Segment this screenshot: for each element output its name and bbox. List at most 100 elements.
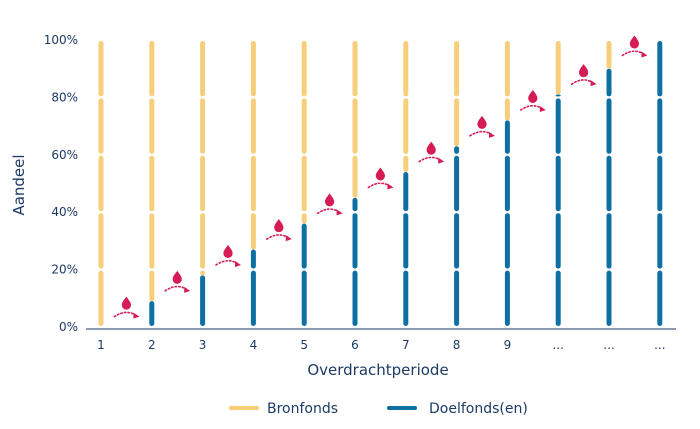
x-axis-ticks: 1 2 3 4 5 6 7 8 9......... <box>97 338 665 352</box>
bar-group <box>98 41 104 326</box>
y-axis-ticks: 0% 20% 40% 60% 80% 100% <box>44 33 78 334</box>
dotted-arc <box>113 311 138 318</box>
bar-segment-doelfonds <box>454 270 460 326</box>
dotted-arc <box>519 104 544 111</box>
bar-segment-bronfonds <box>504 41 510 97</box>
x-tick-label: 5 <box>300 338 308 352</box>
bar-segment-bronfonds <box>504 98 510 121</box>
bar-group <box>200 41 206 326</box>
bar-segment-bronfonds <box>98 270 104 326</box>
bar-group <box>657 41 663 326</box>
bar-segment-doelfonds <box>606 213 612 269</box>
bar-segment-doelfonds <box>657 41 663 97</box>
droplet-arrow-icon <box>215 244 241 267</box>
arrow-head-icon <box>438 157 445 164</box>
droplet-icon <box>223 244 233 258</box>
droplet-icon <box>375 167 385 181</box>
dotted-arc <box>570 79 595 85</box>
bar-segment-bronfonds <box>301 213 307 224</box>
bar-segment-bronfonds <box>149 98 155 154</box>
bar-group <box>250 41 256 326</box>
droplet-icon <box>172 270 182 284</box>
droplet-icon <box>426 141 436 155</box>
arrow-head-icon <box>133 312 140 319</box>
bar-segment-doelfonds <box>250 249 256 269</box>
bar-group <box>606 41 612 326</box>
bar-segment-doelfonds <box>352 270 358 326</box>
droplet-icon <box>274 219 284 233</box>
bars <box>98 41 663 326</box>
dotted-arc <box>316 208 341 215</box>
droplet-icon <box>121 296 131 310</box>
bar-segment-bronfonds <box>301 41 307 97</box>
legend-swatch <box>387 406 417 410</box>
bar-segment-bronfonds <box>250 41 256 97</box>
bar-segment-bronfonds <box>250 155 256 212</box>
y-tick-label: 40% <box>51 205 78 219</box>
droplet-icon <box>477 115 487 129</box>
bar-group <box>149 41 155 326</box>
bar-segment-bronfonds <box>352 98 358 154</box>
bar-segment-doelfonds <box>504 155 510 212</box>
x-tick-label: 1 <box>97 338 105 352</box>
y-axis-title: Aandeel <box>10 154 28 215</box>
bar-segment-doelfonds <box>250 270 256 326</box>
x-tick-label: 4 <box>250 338 258 352</box>
bar-segment-doelfonds <box>504 213 510 269</box>
bar-group <box>301 41 307 326</box>
legend-label: Bronfonds <box>267 401 338 417</box>
bar-segment-doelfonds <box>555 213 561 269</box>
y-tick-label: 100% <box>44 33 78 47</box>
bar-segment-doelfonds <box>200 275 206 326</box>
droplet-icon <box>579 64 589 78</box>
arrow-head-icon <box>590 80 597 87</box>
bar-segment-doelfonds <box>657 270 663 326</box>
bar-segment-doelfonds <box>657 98 663 154</box>
droplet-icon <box>325 193 335 207</box>
bar-segment-doelfonds <box>606 98 612 154</box>
droplet-arrow-icon <box>469 115 495 138</box>
bar-group <box>403 41 409 326</box>
arrow-head-icon <box>387 183 394 190</box>
bar-segment-doelfonds <box>555 155 561 212</box>
bar-segment-bronfonds <box>200 270 206 276</box>
transfer-markers <box>113 35 648 319</box>
bar-segment-doelfonds <box>454 155 460 212</box>
bar-segment-doelfonds <box>403 172 409 212</box>
legend-swatch <box>229 406 259 410</box>
dotted-arc <box>621 50 646 57</box>
x-tick-label: 8 <box>453 338 461 352</box>
bar-segment-bronfonds <box>301 155 307 212</box>
x-tick-label: 6 <box>351 338 359 352</box>
arrow-head-icon <box>489 131 495 138</box>
bar-segment-bronfonds <box>606 41 612 69</box>
droplet-arrow-icon <box>621 35 648 58</box>
bar-segment-doelfonds <box>657 155 663 212</box>
dotted-arc <box>367 182 392 189</box>
bar-segment-bronfonds <box>149 270 155 302</box>
bar-segment-bronfonds <box>98 155 104 212</box>
bar-segment-doelfonds <box>555 94 561 97</box>
legend: Bronfonds Doelfonds(en) <box>229 401 528 417</box>
bar-segment-bronfonds <box>250 98 256 154</box>
bar-segment-doelfonds <box>403 270 409 326</box>
dotted-arc <box>164 285 188 292</box>
arrow-head-icon <box>539 106 546 113</box>
bar-segment-bronfonds <box>403 155 409 173</box>
bar-group <box>504 41 510 326</box>
legend-label: Doelfonds(en) <box>429 401 528 417</box>
bar-group <box>555 41 561 326</box>
droplet-arrow-icon <box>519 90 546 113</box>
bar-segment-doelfonds <box>555 270 561 326</box>
x-tick-label: ... <box>552 338 563 352</box>
bar-segment-bronfonds <box>250 213 256 250</box>
bar-segment-doelfonds <box>606 68 612 97</box>
bar-segment-bronfonds <box>98 213 104 269</box>
droplet-icon <box>629 35 639 49</box>
dotted-arc <box>265 234 290 240</box>
bar-segment-doelfonds <box>301 270 307 326</box>
bar-segment-doelfonds <box>657 213 663 269</box>
bar-segment-bronfonds <box>200 98 206 154</box>
bar-segment-bronfonds <box>98 41 104 97</box>
